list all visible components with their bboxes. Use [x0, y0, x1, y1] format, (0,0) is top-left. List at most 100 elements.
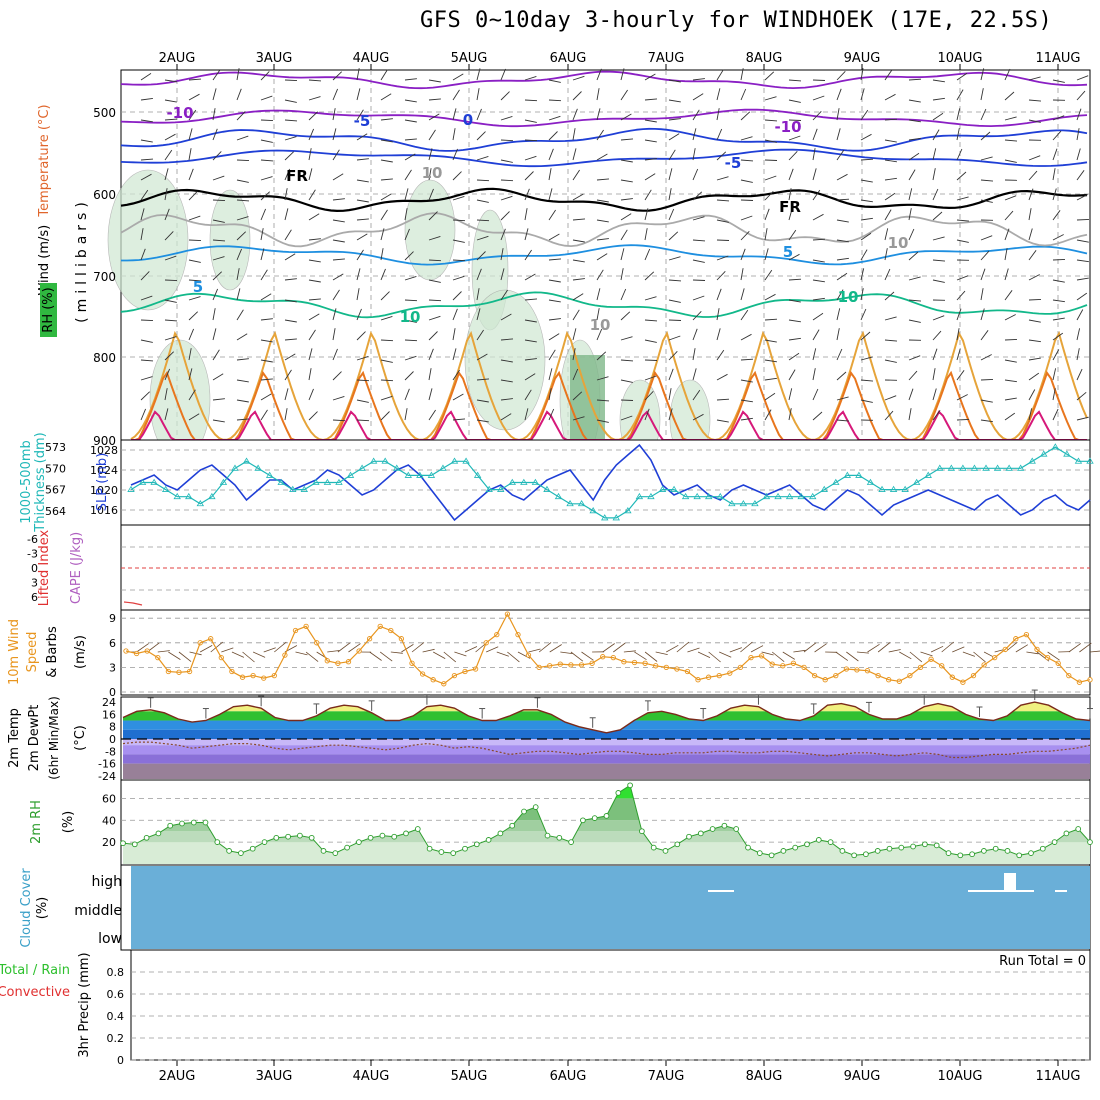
wind-barb — [260, 139, 273, 143]
thickness-marker — [866, 478, 875, 485]
wind-barb — [932, 388, 937, 401]
rh-point — [143, 834, 150, 841]
wind10-barb — [740, 641, 753, 653]
wind-barb — [284, 99, 297, 103]
wind-barb — [356, 249, 364, 261]
wind-barb — [620, 336, 633, 341]
bottom-date-label: 2AUG — [159, 1069, 196, 1084]
wind-barb — [980, 399, 993, 403]
wind-barb — [188, 93, 200, 101]
cape-tick: -6 — [27, 533, 38, 546]
wind-barb — [1052, 299, 1065, 303]
wind10-barb — [909, 651, 923, 663]
thickness-marker — [289, 485, 297, 492]
wind-barb — [716, 199, 730, 202]
wind-barb — [380, 209, 388, 221]
wind-barb — [596, 351, 607, 361]
wind10-label-1: 10m Wind — [7, 619, 22, 685]
wind-barb — [740, 248, 746, 261]
rh-band — [123, 820, 1090, 832]
wind-barb — [836, 308, 841, 321]
wind-barb — [356, 199, 369, 203]
wind-barb — [524, 119, 537, 123]
wind-barb — [356, 355, 369, 361]
wind-barb — [1028, 372, 1040, 381]
wind-barb — [788, 299, 801, 303]
wind-barb — [572, 309, 580, 321]
wind-barb — [452, 348, 457, 361]
wind-barb — [812, 110, 822, 121]
wind10-barb — [1026, 651, 1039, 655]
wind-barb — [956, 128, 960, 141]
cloud-unit: (%) — [35, 897, 50, 920]
wind-barb — [236, 309, 244, 321]
wind-barb — [1004, 268, 1009, 281]
thickness-marker — [543, 485, 551, 492]
rh-point — [945, 850, 952, 856]
wind-barb — [668, 299, 681, 303]
rh-point — [238, 850, 244, 856]
wind-barb — [404, 99, 417, 103]
wind-barb — [932, 330, 942, 341]
wind-barb — [332, 71, 343, 81]
rh-point — [414, 826, 421, 832]
contour-label: 10 — [422, 164, 443, 182]
thickness-marker — [878, 485, 886, 492]
wind-barb — [980, 179, 994, 182]
wind-barb — [908, 299, 922, 302]
wind-barb — [476, 88, 480, 101]
wind-barb — [620, 179, 633, 183]
wind-barb — [476, 155, 489, 161]
wind-barb — [236, 268, 240, 281]
wind10-barb — [337, 642, 351, 653]
slp-tick: 1016 — [90, 504, 118, 517]
thickness-marker — [762, 492, 771, 500]
cloud-bar — [708, 890, 734, 892]
temperature-contour — [120, 291, 1088, 319]
wind-barb — [140, 339, 153, 343]
wind-barb — [620, 415, 633, 421]
wind-barb — [908, 408, 912, 421]
wind-barb — [596, 419, 609, 423]
wind-barb — [548, 168, 552, 181]
wind-barb — [1076, 309, 1084, 321]
rh-point — [155, 830, 162, 837]
wind-barb — [524, 373, 536, 381]
wind-barb — [164, 188, 168, 201]
wind-barb — [644, 173, 656, 181]
thickness-marker — [889, 485, 898, 492]
wind-barb — [596, 108, 601, 121]
wind-barb — [980, 419, 993, 423]
precip-grid: 0.8 0.6 0.4 0.2 0 — [107, 966, 1090, 1067]
wind-barb — [140, 271, 150, 281]
wind-barb — [740, 88, 747, 101]
wind-barb — [596, 238, 609, 241]
wind-barb — [500, 413, 512, 421]
wind-barb — [860, 379, 874, 382]
wind-barb — [308, 259, 321, 263]
cape-tick: 0 — [31, 562, 38, 575]
wind-barb — [668, 368, 674, 381]
wind-barb — [716, 373, 728, 381]
wind-barb — [308, 329, 316, 341]
wind-barb — [620, 68, 625, 81]
precip-tick: 0.6 — [107, 988, 125, 1001]
wind-barb — [1004, 116, 1017, 121]
wind-barb — [500, 338, 514, 341]
wind-barb — [404, 319, 417, 323]
wind10-barb — [846, 651, 859, 662]
wind-barb — [980, 250, 990, 261]
wind-barb — [932, 79, 945, 83]
rh-point — [1051, 839, 1058, 845]
wind-barb — [644, 296, 657, 301]
wind-barb — [620, 89, 628, 101]
wind-barb — [524, 171, 534, 181]
wind-barb — [236, 111, 246, 121]
wind10-barb — [877, 642, 891, 653]
wind-barb — [764, 293, 776, 301]
wind-barb — [716, 176, 729, 181]
wind-barb — [956, 219, 970, 222]
wind-barb — [884, 177, 897, 181]
rh-point — [827, 839, 834, 845]
wind-barb — [356, 268, 361, 281]
